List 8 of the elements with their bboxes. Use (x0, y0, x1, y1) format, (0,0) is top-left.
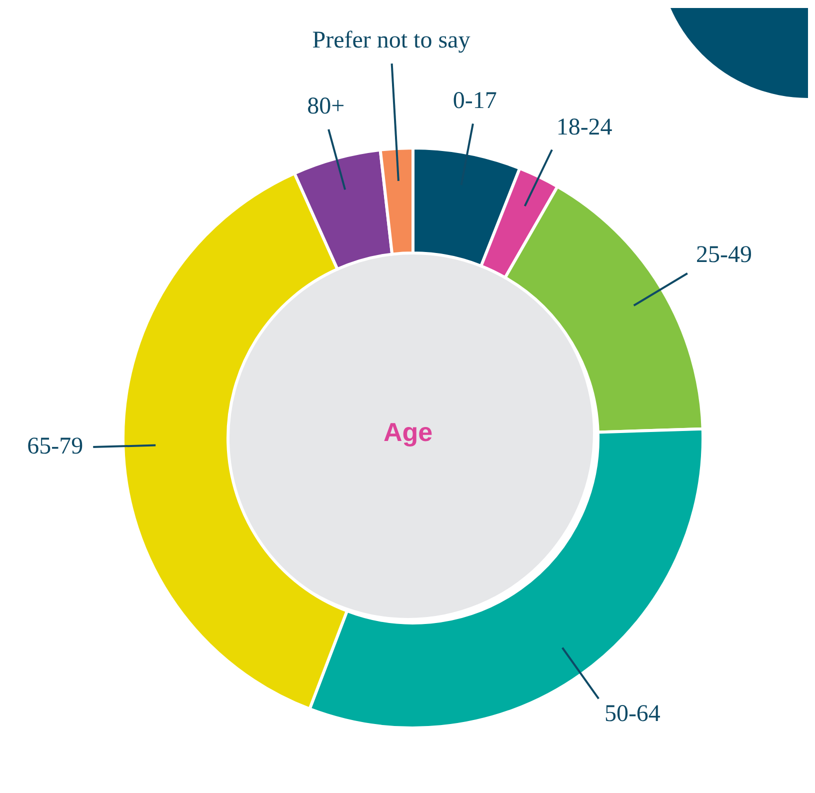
text: Age (382, 417, 434, 448)
slice-label: 25-49 (696, 242, 752, 268)
slice-label: 50-64 (604, 700, 660, 727)
slice-label: 80+ (307, 94, 345, 120)
slice-label: 0-17 (452, 88, 497, 114)
slice-label: Prefer not to say (312, 28, 470, 54)
slice-label: 65-79 (27, 433, 84, 460)
slice-label: 18-24 (556, 114, 612, 141)
